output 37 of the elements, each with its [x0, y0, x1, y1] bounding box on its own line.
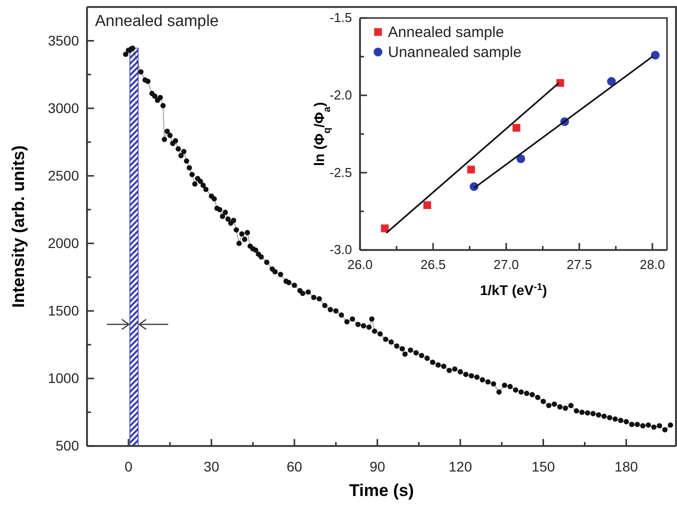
y-tick-label: -3.0	[330, 242, 352, 258]
point	[380, 224, 389, 232]
x-tick-label: 120	[448, 458, 472, 474]
x-tick-label: 26.5	[420, 257, 446, 272]
y-tick-label: 3500	[48, 32, 80, 48]
point	[516, 154, 526, 164]
x-tick-label: 30	[204, 458, 220, 474]
x-axis-title: 1/kT (eV$^{-1}$)	[480, 282, 548, 298]
x-tick-label: 28.0	[640, 257, 666, 272]
x-tick-label: 180	[614, 458, 638, 474]
y-axis-title: Intensity (arb. units)	[9, 145, 28, 308]
x-tick-label: 150	[532, 458, 556, 474]
x-tick-label: 90	[370, 458, 386, 474]
point	[423, 201, 432, 210]
point	[607, 77, 616, 86]
y-tick-label: 2500	[48, 167, 80, 184]
x-tick-label: 27.0	[494, 257, 519, 272]
y-tick-label: 1000	[48, 370, 80, 386]
y-tick-label: -1.5	[330, 10, 352, 26]
point	[650, 50, 660, 60]
y-tick-label: 3000	[48, 100, 80, 116]
point	[467, 166, 475, 174]
y-tick-label: 500	[56, 437, 80, 454]
x-tick-label: 26.0	[347, 257, 373, 272]
legend-label: Annealed sample	[388, 24, 504, 41]
x-tick-label: 27.5	[566, 257, 592, 272]
annotation: Annealed sample	[95, 13, 219, 30]
x-axis-title: Time (s)	[349, 481, 414, 500]
y-tick-label: 2000	[48, 234, 80, 251]
y-tick-label: 1500	[48, 302, 80, 318]
point	[512, 124, 520, 132]
legend-label: Unannealed sample	[388, 44, 522, 61]
y-tick-label: -2.5	[330, 164, 352, 180]
point	[556, 79, 564, 87]
y-tick-label: -2.0	[330, 87, 352, 102]
x-tick-label: 0	[124, 458, 133, 474]
x-tick-label: 60	[286, 458, 302, 474]
